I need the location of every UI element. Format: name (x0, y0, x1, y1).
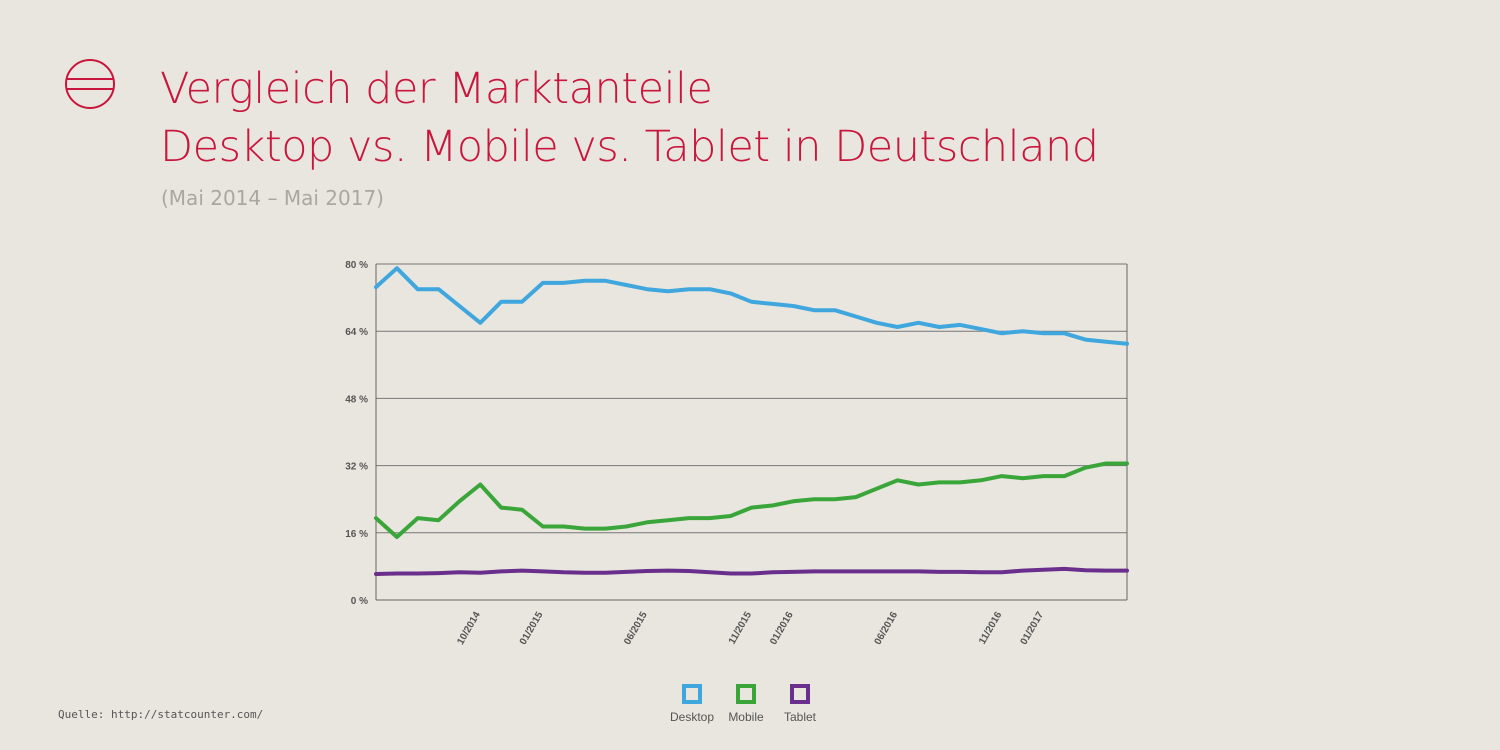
x-tick-label: 06/2015 (622, 610, 650, 647)
legend-swatch (682, 684, 702, 704)
page-title: Vergleich der Marktanteile Desktop vs. M… (160, 60, 1099, 176)
x-tick-label: 10/2014 (455, 610, 483, 647)
source-note: Quelle: http://statcounter.com/ (58, 708, 264, 721)
x-tick-label: 01/2017 (1019, 610, 1047, 647)
series-line-mobile (374, 461, 1129, 539)
y-tick-label: 32 % (345, 462, 368, 473)
y-tick-label: 64 % (345, 327, 368, 338)
legend-label: Desktop (669, 710, 715, 724)
y-tick-label: 16 % (345, 529, 368, 540)
page-subtitle: (Mai 2014 – Mai 2017) (161, 186, 384, 210)
legend-item-desktop: Desktop (669, 684, 715, 724)
x-tick-label: 01/2016 (768, 610, 796, 647)
legend-swatch (736, 684, 756, 704)
legend-label: Tablet (783, 710, 817, 724)
y-tick-label: 80 % (345, 260, 368, 271)
x-tick-label: 06/2016 (873, 610, 901, 647)
x-tick-label: 11/2016 (977, 610, 1005, 647)
logo-icon (65, 59, 115, 109)
legend-swatch (790, 684, 810, 704)
title-line-1: Vergleich der Marktanteile (160, 64, 713, 114)
y-tick-label: 0 % (351, 596, 368, 607)
legend-label: Mobile (728, 710, 764, 724)
title-line-2: Desktop vs. Mobile vs. Tablet in Deutsch… (160, 122, 1099, 172)
y-tick-label: 48 % (345, 394, 368, 405)
chart-legend: Desktop Mobile Tablet (669, 684, 820, 724)
legend-item-mobile: Mobile (726, 684, 766, 724)
series-line-desktop (374, 266, 1129, 346)
x-tick-label: 11/2015 (727, 610, 755, 647)
series-line-tablet (374, 566, 1129, 576)
legend-item-tablet: Tablet (780, 684, 820, 724)
x-tick-label: 01/2015 (518, 610, 546, 647)
